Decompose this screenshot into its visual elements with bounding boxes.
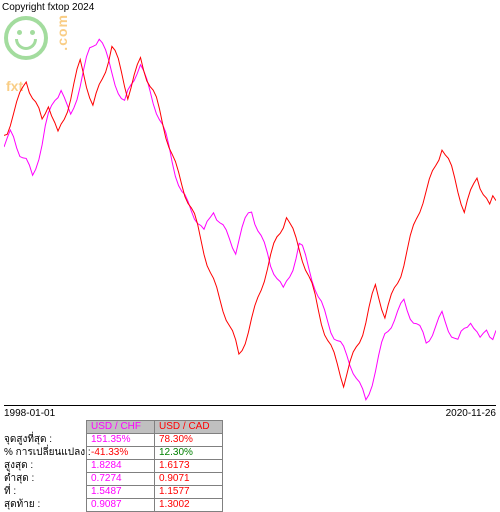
table-header-series1: USD / CHF bbox=[87, 421, 155, 434]
x-axis-start-label: 1998-01-01 bbox=[4, 408, 55, 419]
table-cell: 1.8284 bbox=[87, 460, 155, 473]
table-header-series2: USD / CAD bbox=[155, 421, 223, 434]
table-cell: 12.30% bbox=[155, 447, 223, 460]
table-cell: 1.5487 bbox=[87, 486, 155, 499]
table-row-labels: จุดสูงที่สุด :% การเปลี่ยนแปลง :สูงสุด :… bbox=[0, 420, 91, 511]
table-cell: 0.9071 bbox=[155, 473, 223, 486]
table-cell: 0.9087 bbox=[87, 499, 155, 512]
table-row-label: % การเปลี่ยนแปลง : bbox=[0, 446, 91, 459]
summary-table: USD / CHFUSD / CAD151.35%78.30%-41.33%12… bbox=[86, 420, 223, 512]
table-cell: 1.3002 bbox=[155, 499, 223, 512]
table-row-label: ที่ : bbox=[0, 485, 91, 498]
table-row-label: จุดสูงที่สุด : bbox=[0, 433, 91, 446]
table-cell: 1.1577 bbox=[155, 486, 223, 499]
table-cell: -41.33% bbox=[87, 447, 155, 460]
table-cell: 0.7274 bbox=[87, 473, 155, 486]
table-row-label: ต่ำสุด : bbox=[0, 472, 91, 485]
x-axis-end-label: 2020-11-26 bbox=[446, 408, 496, 419]
series-line-0 bbox=[4, 39, 496, 400]
table-row-label: สูงสุด : bbox=[0, 459, 91, 472]
chart-area bbox=[4, 8, 496, 406]
table-cell: 78.30% bbox=[155, 434, 223, 447]
line-chart bbox=[4, 8, 496, 405]
table-cell: 1.6173 bbox=[155, 460, 223, 473]
table-cell: 151.35% bbox=[87, 434, 155, 447]
